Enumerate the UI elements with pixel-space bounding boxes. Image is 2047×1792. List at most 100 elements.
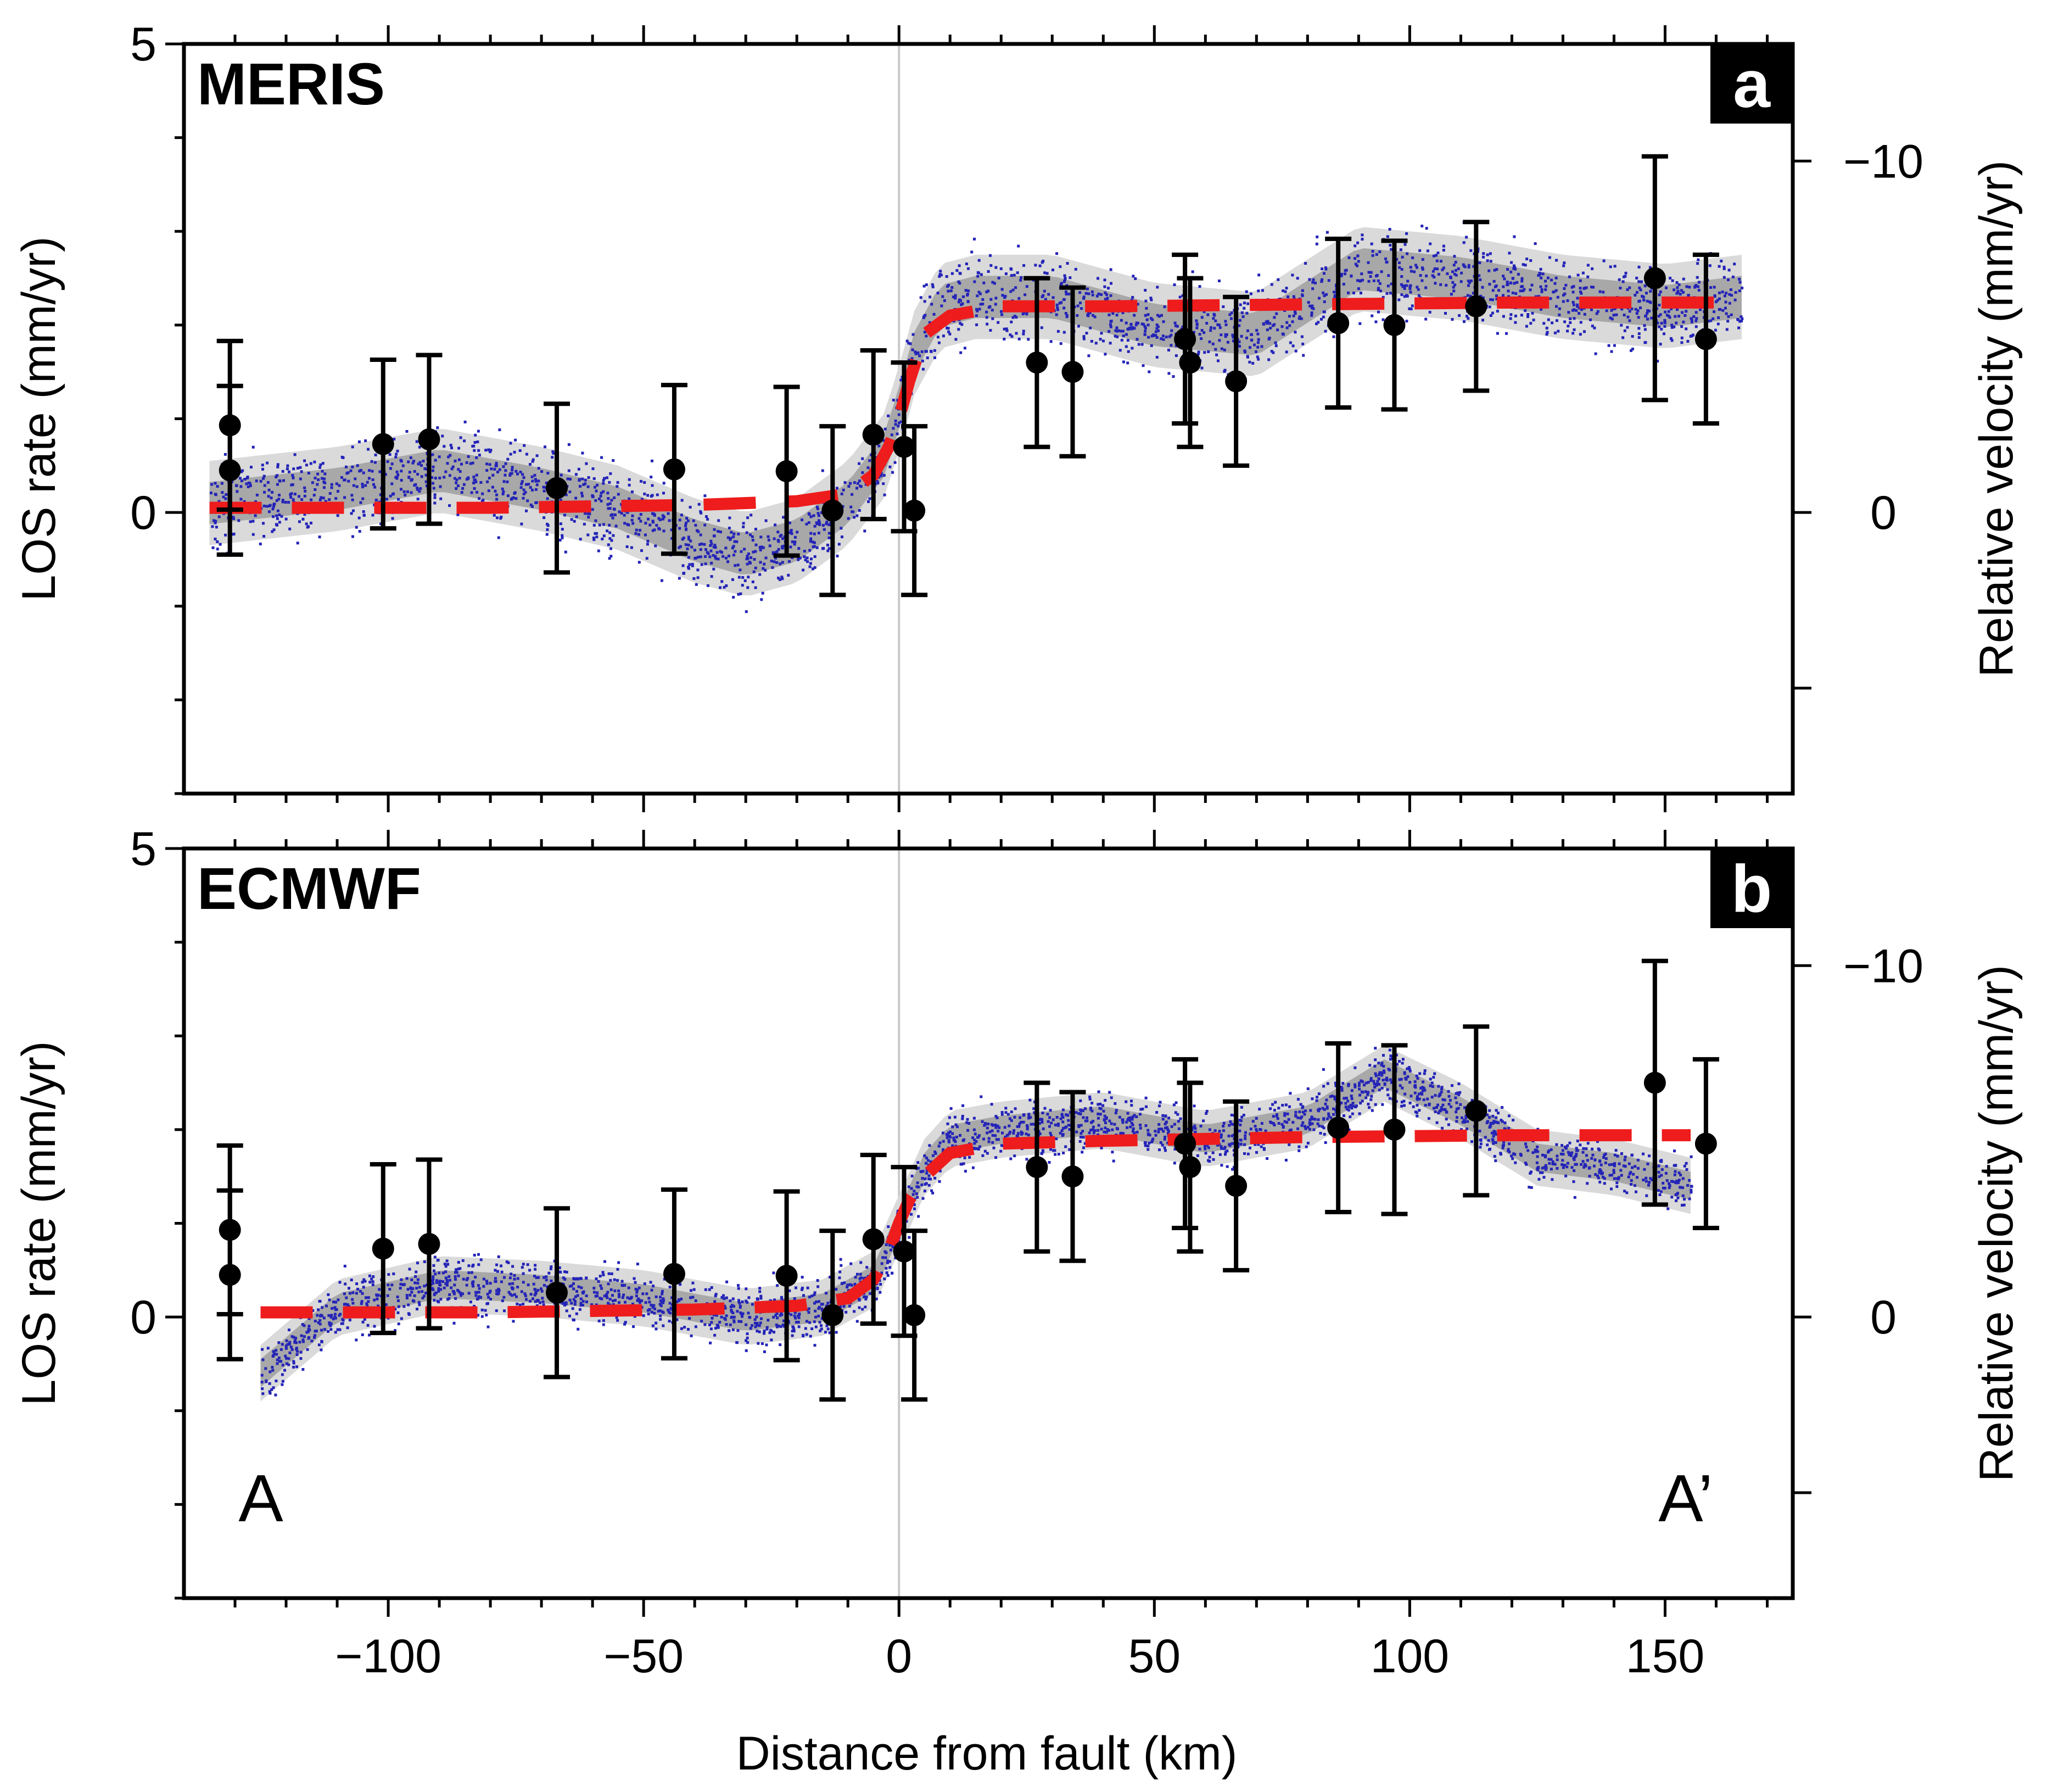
- insar-sample-dot: [329, 1322, 333, 1325]
- binned-point: [1174, 328, 1196, 350]
- insar-sample-dot: [1125, 333, 1128, 336]
- insar-sample-dot: [1379, 289, 1382, 293]
- insar-sample-dot: [1322, 1117, 1325, 1120]
- insar-sample-dot: [281, 499, 284, 502]
- insar-sample-dot: [544, 445, 546, 449]
- insar-sample-dot: [981, 303, 985, 305]
- insar-sample-dot: [1316, 1096, 1318, 1099]
- insar-sample-dot: [1099, 338, 1102, 341]
- insar-sample-dot: [476, 490, 478, 494]
- insar-sample-dot: [1569, 321, 1572, 324]
- insar-sample-dot: [416, 1278, 420, 1281]
- insar-sample-dot: [220, 482, 223, 485]
- insar-sample-dot: [1528, 1186, 1531, 1189]
- insar-sample-dot: [825, 1292, 828, 1295]
- insar-sample-dot: [1322, 291, 1325, 294]
- insar-sample-dot: [1642, 299, 1646, 302]
- insar-sample-dot: [828, 1331, 831, 1335]
- insar-sample-dot: [1643, 324, 1646, 327]
- insar-sample-dot: [899, 378, 903, 382]
- insar-sample-dot: [288, 470, 290, 473]
- insar-sample-dot: [298, 520, 301, 523]
- insar-sample-dot: [723, 1304, 726, 1308]
- insar-sample-dot: [1486, 259, 1489, 263]
- insar-sample-dot: [896, 399, 899, 402]
- insar-sample-dot: [1694, 325, 1698, 328]
- insar-sample-dot: [1656, 321, 1659, 325]
- insar-sample-dot: [1373, 1064, 1377, 1068]
- insar-sample-dot: [416, 486, 419, 489]
- insar-sample-dot: [1422, 1086, 1425, 1090]
- insar-sample-dot: [1567, 311, 1570, 314]
- insar-sample-dot: [1403, 1072, 1406, 1075]
- insar-sample-dot: [1049, 340, 1053, 343]
- insar-sample-dot: [1249, 346, 1251, 349]
- insar-sample-dot: [836, 554, 839, 557]
- insar-sample-dot: [1022, 311, 1026, 315]
- insar-sample-dot: [608, 537, 612, 540]
- insar-sample-dot: [1368, 1106, 1371, 1109]
- insar-sample-dot: [745, 610, 748, 613]
- insar-sample-dot: [1547, 1158, 1551, 1161]
- insar-sample-dot: [1026, 1125, 1029, 1129]
- insar-sample-dot: [612, 534, 615, 537]
- insar-sample-dot: [1620, 1174, 1623, 1177]
- insar-sample-dot: [221, 491, 224, 494]
- binned-point: [1179, 351, 1201, 374]
- insar-sample-dot: [412, 460, 416, 463]
- insar-sample-dot: [480, 1308, 484, 1311]
- insar-sample-dot: [1586, 1142, 1590, 1145]
- insar-sample-dot: [1431, 270, 1435, 273]
- insar-sample-dot: [954, 294, 957, 297]
- insar-sample-dot: [1554, 289, 1558, 292]
- insar-sample-dot: [1508, 252, 1511, 255]
- insar-sample-dot: [1140, 322, 1144, 326]
- insar-sample-dot: [424, 467, 428, 471]
- insar-sample-dot: [997, 1130, 1000, 1133]
- insar-sample-dot: [1386, 284, 1390, 288]
- insar-sample-dot: [577, 1285, 580, 1288]
- insar-sample-dot: [1317, 1118, 1320, 1121]
- insar-sample-dot: [1140, 343, 1144, 346]
- insar-sample-dot: [266, 461, 269, 465]
- insar-sample-dot: [1196, 353, 1200, 356]
- insar-sample-dot: [322, 496, 325, 500]
- insar-sample-dot: [1734, 291, 1737, 294]
- insar-sample-dot: [1644, 341, 1647, 344]
- insar-sample-dot: [559, 499, 562, 501]
- insar-sample-dot: [740, 550, 743, 553]
- insar-sample-dot: [1200, 337, 1203, 340]
- insar-sample-dot: [1205, 1112, 1208, 1115]
- insar-sample-dot: [219, 543, 222, 546]
- insar-sample-dot: [957, 280, 960, 283]
- insar-sample-dot: [377, 1293, 380, 1297]
- insar-sample-dot: [1126, 339, 1129, 342]
- insar-sample-dot: [1634, 293, 1637, 297]
- insar-sample-dot: [1134, 323, 1138, 327]
- insar-sample-dot: [1406, 280, 1410, 283]
- insar-sample-dot: [1317, 1092, 1321, 1096]
- insar-sample-dot: [292, 1365, 295, 1369]
- insar-sample-dot: [947, 1140, 950, 1143]
- insar-sample-dot: [1495, 1132, 1498, 1136]
- insar-sample-dot: [682, 572, 685, 575]
- insar-sample-dot: [714, 546, 717, 549]
- insar-sample-dot: [616, 481, 619, 484]
- insar-sample-dot: [1193, 331, 1195, 334]
- insar-sample-dot: [595, 535, 599, 539]
- insar-sample-dot: [1322, 1085, 1325, 1088]
- insar-sample-dot: [211, 525, 214, 528]
- insar-sample-dot: [1446, 272, 1449, 275]
- insar-sample-dot: [1294, 312, 1297, 315]
- insar-sample-dot: [298, 495, 300, 498]
- insar-sample-dot: [1417, 1092, 1420, 1096]
- insar-sample-dot: [511, 1265, 514, 1268]
- insar-sample-dot: [521, 1266, 524, 1269]
- insar-sample-dot: [1222, 1139, 1225, 1142]
- insar-sample-dot: [542, 1283, 546, 1287]
- insar-sample-dot: [490, 467, 493, 471]
- insar-sample-dot: [1579, 1143, 1582, 1147]
- insar-sample-dot: [1136, 303, 1139, 306]
- insar-sample-dot: [699, 533, 702, 537]
- insar-sample-dot: [1685, 310, 1688, 313]
